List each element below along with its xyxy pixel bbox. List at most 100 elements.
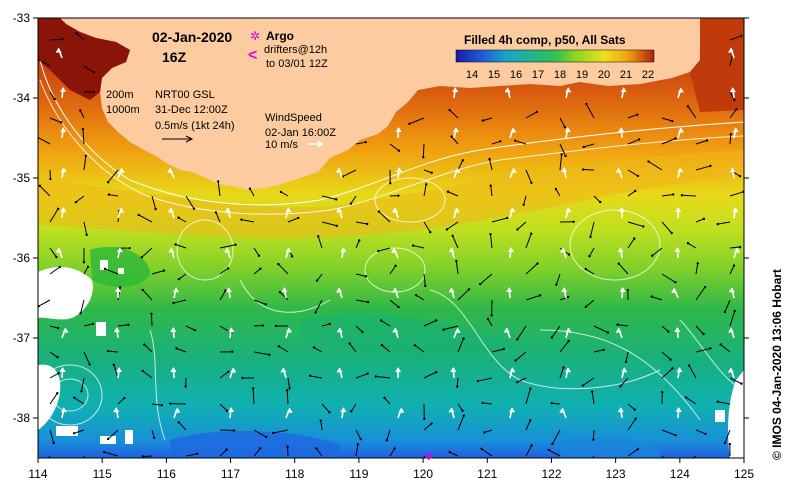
wind-arrow-head — [116, 367, 123, 373]
current-arrow — [320, 420, 323, 431]
wind-arrow-head — [677, 127, 684, 133]
current-arrow-head — [446, 190, 450, 193]
current-arrow-head — [450, 135, 453, 138]
current-arrow-head — [606, 331, 610, 334]
current-arrow — [286, 390, 289, 405]
current-arrow — [516, 377, 527, 383]
current-arrow — [75, 195, 85, 203]
current-arrow — [342, 169, 357, 178]
current-arrow — [423, 455, 426, 458]
current-arrow-head — [515, 380, 519, 384]
current-arrow — [559, 117, 566, 128]
current-arrow-head — [702, 332, 705, 336]
current-arrow-head — [480, 447, 483, 451]
current-arrow — [593, 349, 604, 353]
current-arrow-head — [592, 438, 595, 441]
current-arrow — [350, 403, 357, 412]
current-arrow — [447, 191, 459, 197]
current-arrow — [423, 221, 431, 233]
wind-arrow-head — [727, 367, 734, 373]
current-arrow-head — [536, 262, 539, 265]
current-arrow — [49, 208, 59, 223]
current-arrow — [241, 219, 255, 223]
x-tick-label: 115 — [93, 467, 112, 481]
current-arrow-head — [72, 432, 76, 435]
current-arrow-head — [567, 339, 570, 343]
current-arrow-head — [650, 254, 654, 257]
current-arrow-head — [214, 211, 218, 214]
current-arrow — [490, 185, 493, 197]
wind-arrow-head — [728, 287, 735, 293]
current-arrow-head — [231, 350, 234, 353]
current-arrow — [178, 217, 187, 223]
current-arrow — [589, 221, 595, 238]
current-arrow-head — [529, 387, 532, 390]
current-arrow — [321, 323, 330, 327]
current-arrow — [49, 372, 59, 379]
current-arrow — [150, 313, 153, 327]
wind-arrow-head — [336, 367, 343, 373]
current-arrow — [49, 91, 56, 100]
wind-arrow-head — [452, 87, 459, 93]
current-arrow-head — [279, 190, 283, 194]
current-arrow-head — [127, 323, 130, 327]
current-arrow — [446, 221, 459, 230]
argo-float-icon: ✲ — [250, 29, 260, 43]
current-arrow-head — [103, 267, 107, 271]
current-arrow-head — [232, 429, 236, 432]
current-arrow-head — [669, 358, 672, 361]
current-arrow — [651, 247, 663, 257]
current-arrow — [525, 263, 538, 275]
current-arrow-head — [309, 374, 312, 378]
current-arrow-head — [430, 422, 433, 425]
current-arrow — [695, 218, 705, 223]
current-arrow-head — [716, 222, 719, 226]
current-arrow-head — [589, 235, 592, 239]
wind-arrow-head — [167, 167, 174, 173]
current-arrow — [413, 245, 425, 249]
current-arrow-head — [172, 301, 175, 305]
current-arrow — [695, 165, 711, 171]
wind-arrow-head — [565, 327, 572, 333]
wind-arrow-head — [228, 327, 235, 333]
current-scale-label: 0.5m/s (1kt 24h) — [155, 120, 234, 132]
current-arrow-head — [359, 438, 362, 441]
colorbar-tick-label: 16 — [510, 69, 522, 81]
current-arrow-head — [705, 139, 709, 142]
wind-arrow-head — [281, 287, 288, 293]
current-arrow — [49, 429, 55, 444]
current-arrow — [559, 143, 566, 157]
current-arrow — [729, 265, 735, 275]
current-arrow-head — [168, 402, 172, 405]
wind-arrow-head — [60, 407, 67, 413]
current-arrow-head — [672, 193, 675, 196]
current-arrow-head — [626, 288, 630, 292]
current-arrow-head — [733, 98, 736, 102]
current-arrow-head — [397, 149, 401, 152]
current-arrow — [253, 447, 261, 457]
current-arrow — [83, 65, 94, 73]
current-arrow — [317, 236, 323, 249]
current-arrow-head — [314, 311, 317, 314]
current-arrow-head — [277, 345, 281, 348]
wind-scale-label: 10 m/s — [265, 139, 299, 151]
current-arrow-head — [581, 168, 585, 171]
current-arrow — [627, 448, 639, 457]
current-arrow-head — [56, 392, 59, 395]
x-tick-label: 118 — [285, 467, 304, 481]
current-arrow-head — [455, 259, 458, 263]
wind-arrow-head — [727, 327, 734, 333]
current-arrow — [219, 449, 227, 457]
colorbar-tick-label: 20 — [598, 69, 610, 81]
current-arrow — [273, 429, 289, 434]
current-arrow-head — [91, 322, 95, 326]
current-arrow — [107, 429, 119, 440]
current-arrow-head — [590, 390, 594, 393]
current-arrow — [287, 377, 291, 389]
wind-arrow-head — [618, 127, 625, 133]
current-arrow-head — [317, 235, 320, 238]
current-arrow-head — [184, 385, 187, 388]
current-arrow-head — [430, 171, 433, 174]
current-arrow — [375, 376, 391, 379]
wind-arrow-head — [396, 167, 403, 173]
